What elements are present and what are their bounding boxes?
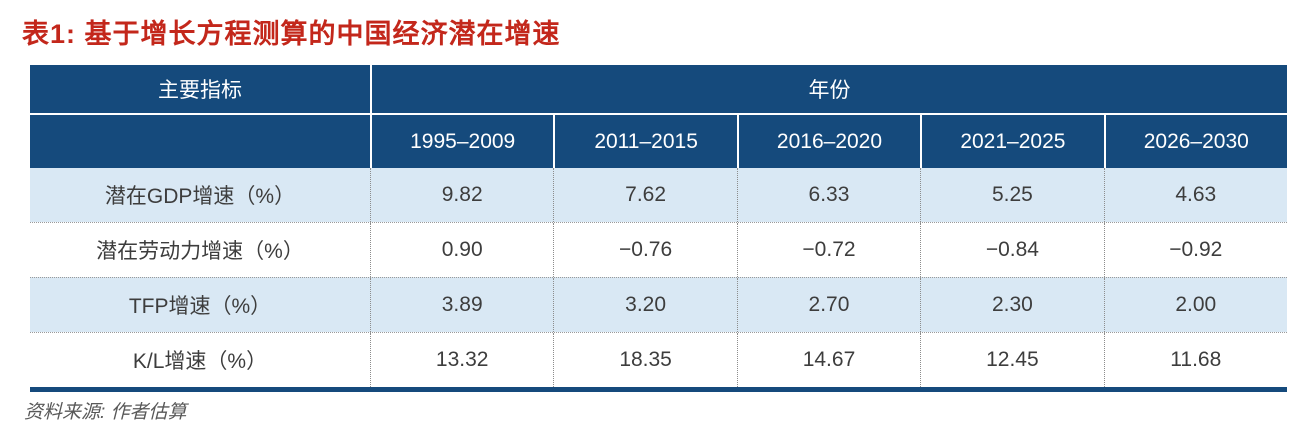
data-cell: 5.25 bbox=[920, 168, 1103, 222]
data-cell: 3.20 bbox=[553, 278, 736, 332]
row-label: 潜在GDP增速（%） bbox=[104, 185, 296, 208]
data-cell: 6.33 bbox=[736, 168, 920, 222]
data-cell: 14.67 bbox=[736, 333, 920, 387]
header-cell-period-1: 1995–2009 bbox=[370, 115, 554, 168]
table-row-tfp: TFP增速（%） 3.89 3.20 2.70 2.30 2.00 bbox=[30, 277, 1287, 332]
header-cell-period-5: 2026–2030 bbox=[1103, 115, 1287, 168]
source-note: 资料来源: 作者估算 bbox=[24, 402, 187, 423]
row-label: TFP增速（%） bbox=[128, 295, 272, 318]
header-row-groups: 主要指标 年份 bbox=[30, 65, 1287, 115]
data-cell: 13.32 bbox=[370, 333, 553, 387]
data-cell: 2.70 bbox=[736, 278, 920, 332]
data-cell: 9.82 bbox=[370, 168, 553, 222]
data-cell: 2.00 bbox=[1103, 278, 1287, 332]
data-table: 主要指标 年份 1995–2009 2011–2015 2016–2020 20… bbox=[30, 65, 1287, 392]
header-cell-period-3: 2016–2020 bbox=[736, 115, 921, 168]
data-cell: −0.92 bbox=[1103, 223, 1287, 277]
header-cell-empty bbox=[30, 115, 370, 168]
table-row-kl: K/L增速（%） 13.32 18.35 14.67 12.45 11.68 bbox=[30, 332, 1287, 387]
header-cell-period-4: 2021–2025 bbox=[920, 115, 1104, 168]
row-label: 潜在劳动力增速（%） bbox=[96, 240, 304, 263]
data-cell: 4.63 bbox=[1103, 168, 1287, 222]
data-cell: 2.30 bbox=[920, 278, 1103, 332]
data-cell: −0.72 bbox=[736, 223, 920, 277]
header-row-periods: 1995–2009 2011–2015 2016–2020 2021–2025 … bbox=[30, 115, 1287, 168]
row-label: K/L增速（%） bbox=[132, 350, 268, 373]
table-row-labor: 潜在劳动力增速（%） 0.90 −0.76 −0.72 −0.84 −0.92 bbox=[30, 222, 1287, 277]
data-cell: 18.35 bbox=[553, 333, 736, 387]
data-cell: 11.68 bbox=[1103, 333, 1287, 387]
table-title: 表1: 基于增长方程测算的中国经济潜在增速 bbox=[22, 19, 561, 49]
data-cell: 0.90 bbox=[370, 223, 553, 277]
header-cell-period-2: 2011–2015 bbox=[553, 115, 737, 168]
data-cell: −0.76 bbox=[553, 223, 736, 277]
data-cell: 12.45 bbox=[920, 333, 1103, 387]
header-cell-indicator: 主要指标 bbox=[30, 65, 370, 115]
data-cell: −0.84 bbox=[920, 223, 1103, 277]
data-cell: 7.62 bbox=[553, 168, 736, 222]
header-cell-year-group: 年份 bbox=[370, 65, 1287, 115]
data-cell: 3.89 bbox=[370, 278, 553, 332]
table-row-gdp: 潜在GDP增速（%） 9.82 7.62 6.33 5.25 4.63 bbox=[30, 168, 1287, 222]
